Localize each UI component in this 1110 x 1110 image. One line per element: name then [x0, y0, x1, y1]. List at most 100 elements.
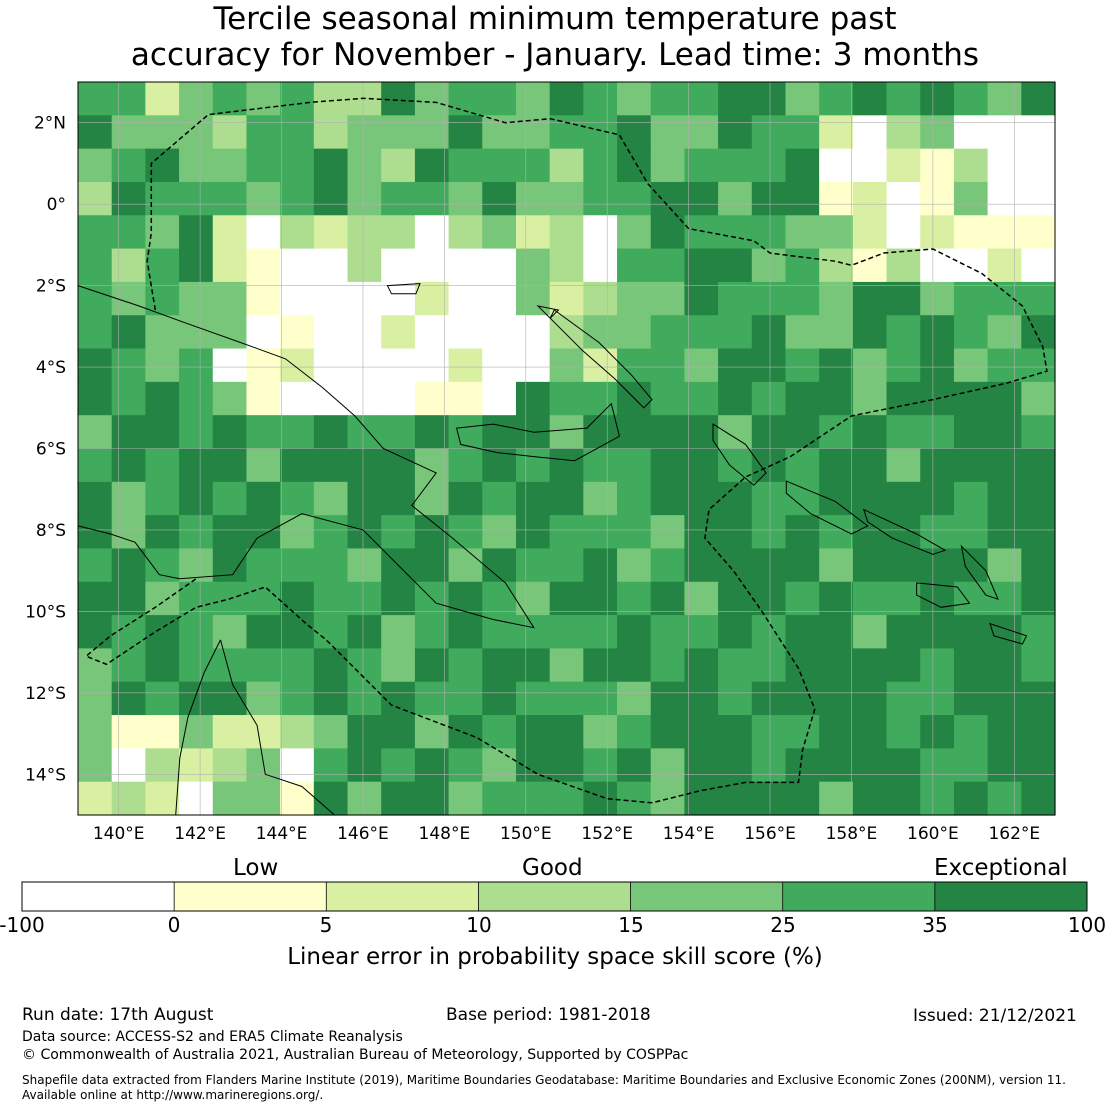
grid-cell [785, 515, 820, 550]
issued-date: Issued: 21/12/2021 [913, 1006, 1077, 1026]
grid-cell [381, 515, 416, 550]
grid-cell [684, 415, 719, 450]
grid-cell [280, 581, 315, 616]
grid-cell [718, 348, 753, 383]
grid-cell [718, 248, 753, 283]
grid-cell [718, 215, 753, 250]
skill-score-grid [78, 82, 1056, 816]
grid-cell [381, 381, 416, 416]
grid-cell [347, 448, 382, 483]
grid-cell [482, 82, 517, 116]
grid-cell [785, 281, 820, 316]
grid-cell [448, 515, 483, 550]
grid-cell [549, 615, 584, 650]
grid-cell [414, 82, 450, 116]
grid-cell [886, 581, 921, 616]
grid-cell [414, 648, 450, 683]
grid-cell [886, 615, 921, 650]
grid-cell [313, 548, 349, 583]
grid-cell [381, 681, 416, 716]
grid-cell [482, 148, 517, 183]
colorbar-segment [174, 882, 327, 911]
grid-cell [549, 415, 584, 450]
grid-cell [718, 82, 753, 116]
grid-cell [179, 381, 214, 416]
grid-cell [179, 448, 214, 483]
grid-cell [448, 648, 483, 683]
grid-cell [313, 148, 349, 183]
grid-cell [684, 248, 719, 283]
grid-cell [347, 281, 382, 316]
grid-cell [179, 215, 214, 250]
grid-cell [718, 415, 753, 450]
grid-cell [111, 581, 146, 616]
grid-cell [684, 715, 719, 749]
grid-cell [650, 115, 686, 150]
grid-cell [987, 415, 1022, 450]
grid-cell [886, 381, 921, 416]
grid-cell [212, 715, 248, 749]
grid-cell [212, 648, 248, 683]
grid-cell [617, 448, 652, 483]
grid-cell [78, 381, 113, 416]
grid-cell [1021, 748, 1056, 783]
grid-cell [212, 515, 248, 550]
grid-cell [1021, 148, 1056, 183]
grid-cell [785, 415, 820, 450]
grid-cell [650, 715, 686, 749]
grid-cell [718, 715, 753, 749]
grid-cell [549, 148, 584, 183]
grid-cell [347, 381, 382, 416]
grid-cell [280, 448, 315, 483]
grid-cell [313, 381, 349, 416]
grid-cell [549, 115, 584, 150]
grid-cell [751, 215, 787, 250]
grid-cell [987, 515, 1022, 550]
grid-cell [179, 181, 214, 216]
grid-cell [448, 181, 483, 216]
grid-cell [313, 348, 349, 383]
grid-cell [448, 82, 483, 116]
grid-cell [987, 648, 1022, 683]
grid-cell [852, 448, 888, 483]
grid-cell [819, 715, 854, 749]
grid-cell [280, 515, 315, 550]
grid-cell [111, 181, 146, 216]
grid-cell [78, 215, 113, 250]
grid-cell [246, 381, 281, 416]
grid-cell [684, 82, 719, 116]
grid-cell [246, 781, 281, 816]
grid-cell [886, 115, 921, 150]
eez-boundary-line [84, 97, 1048, 804]
grid-cell [953, 581, 989, 616]
grid-cell [583, 281, 618, 316]
grid-cell [785, 781, 820, 816]
grid-cell [179, 581, 214, 616]
grid-cell [852, 248, 888, 283]
grid-cell [414, 548, 450, 583]
grid-cell [448, 448, 483, 483]
grid-cell [145, 481, 180, 516]
grid-cell [414, 315, 450, 350]
lat-label: 8°S [36, 521, 66, 541]
grid-cell [920, 448, 955, 483]
grid-cell [650, 215, 686, 250]
grid-cell [280, 781, 315, 816]
grid-cell [347, 148, 382, 183]
grid-cell [852, 781, 888, 816]
grid-cell [515, 348, 551, 383]
grid-cell [313, 515, 349, 550]
grid-cell [718, 615, 753, 650]
grid-cell [617, 515, 652, 550]
grid-cell [852, 615, 888, 650]
grid-cell [246, 681, 281, 716]
grid-cell [953, 181, 989, 216]
grid-cell [515, 181, 551, 216]
grid-cell [515, 681, 551, 716]
grid-cell [111, 548, 146, 583]
grid-cell [179, 615, 214, 650]
grid-cell [819, 781, 854, 816]
grid-cell [650, 415, 686, 450]
grid-cell [718, 315, 753, 350]
grid-cell [381, 748, 416, 783]
